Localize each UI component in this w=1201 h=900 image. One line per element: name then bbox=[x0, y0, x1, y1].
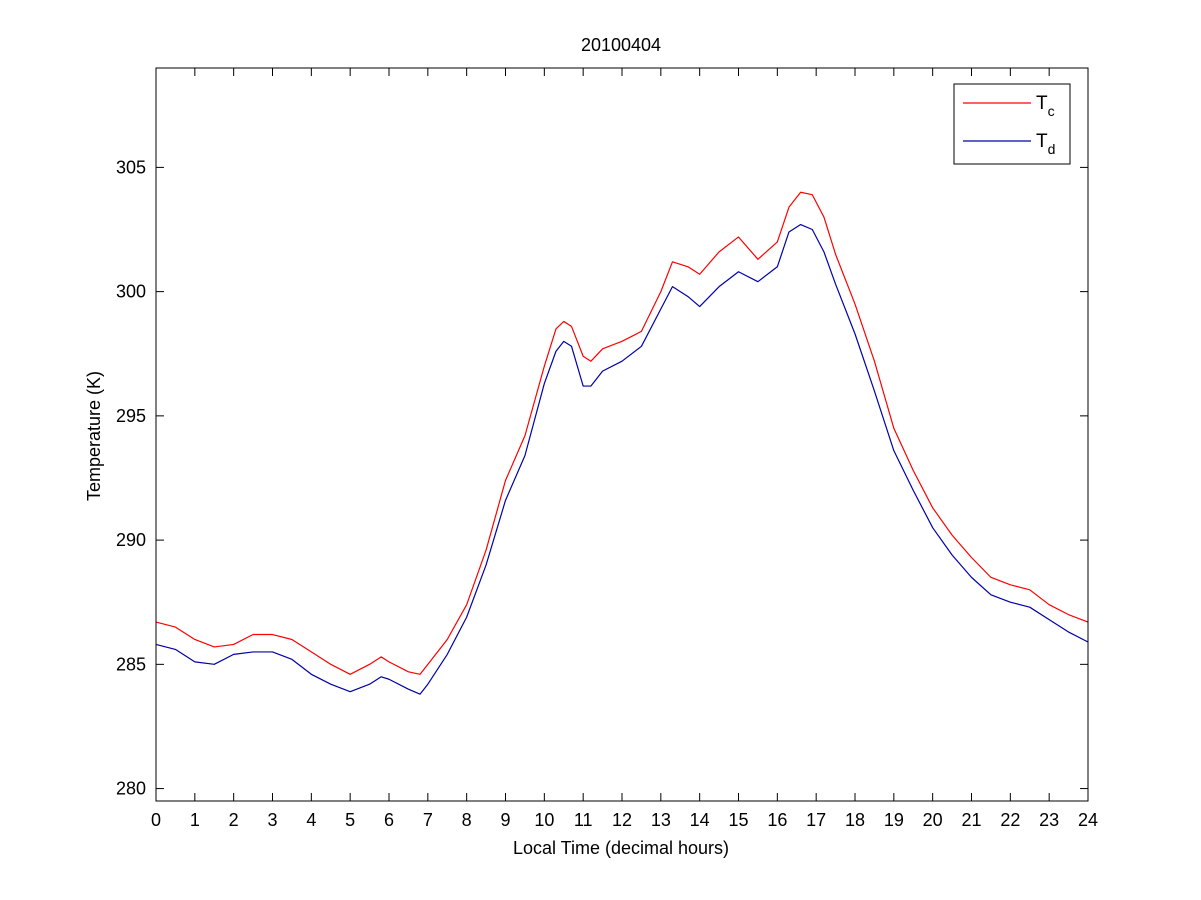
x-tick-label: 2 bbox=[229, 810, 239, 830]
y-tick-label: 295 bbox=[116, 406, 146, 426]
legend-box bbox=[953, 83, 1071, 165]
x-tick-label: 21 bbox=[961, 810, 981, 830]
x-tick-label: 14 bbox=[690, 810, 710, 830]
x-tick-label: 9 bbox=[500, 810, 510, 830]
x-tick-label: 23 bbox=[1039, 810, 1059, 830]
series-line-td bbox=[155, 223, 1089, 695]
y-tick-label: 280 bbox=[116, 779, 146, 799]
legend: Tc Td bbox=[953, 83, 1071, 165]
series-line-tc bbox=[155, 191, 1089, 675]
series-layer bbox=[155, 191, 1089, 695]
x-tick-label: 19 bbox=[884, 810, 904, 830]
y-axis: 280 285 290 295 300 305 bbox=[116, 157, 1088, 799]
x-tick-label: 13 bbox=[651, 810, 671, 830]
chart-title: 20100404 bbox=[581, 35, 661, 55]
y-tick-label: 290 bbox=[116, 530, 146, 550]
x-tick-label: 11 bbox=[574, 810, 593, 830]
x-tick-label: 4 bbox=[306, 810, 316, 830]
x-tick-label: 10 bbox=[534, 810, 554, 830]
x-tick-label: 20 bbox=[923, 810, 943, 830]
x-tick-label: 7 bbox=[423, 810, 433, 830]
x-tick-label: 22 bbox=[1000, 810, 1020, 830]
y-tick-label: 285 bbox=[116, 654, 146, 674]
x-tick-label: 24 bbox=[1078, 810, 1098, 830]
x-tick-label: 8 bbox=[462, 810, 472, 830]
x-tick-label: 3 bbox=[267, 810, 277, 830]
y-tick-label: 300 bbox=[116, 282, 146, 302]
x-axis-label: Local Time (decimal hours) bbox=[513, 838, 729, 858]
plot-area bbox=[156, 68, 1088, 801]
x-tick-label: 5 bbox=[345, 810, 355, 830]
x-axis: 0 1 2 3 4 5 6 7 8 9 10 11 12 13 14 15 16 17 18 19 20 21 22 23 24 bbox=[151, 68, 1098, 830]
y-tick-label: 305 bbox=[116, 157, 146, 177]
x-tick-label: 16 bbox=[767, 810, 787, 830]
x-tick-label: 18 bbox=[845, 810, 865, 830]
x-tick-label: 15 bbox=[728, 810, 748, 830]
x-tick-label: 12 bbox=[612, 810, 632, 830]
x-tick-label: 1 bbox=[190, 810, 200, 830]
legend-label-td: Td bbox=[1036, 131, 1055, 157]
x-tick-label: 6 bbox=[384, 810, 394, 830]
x-tick-label: 0 bbox=[151, 810, 161, 830]
y-axis-label: Temperature (K) bbox=[84, 371, 104, 501]
legend-label-tc: Tc bbox=[1036, 93, 1055, 119]
x-tick-label: 17 bbox=[806, 810, 826, 830]
